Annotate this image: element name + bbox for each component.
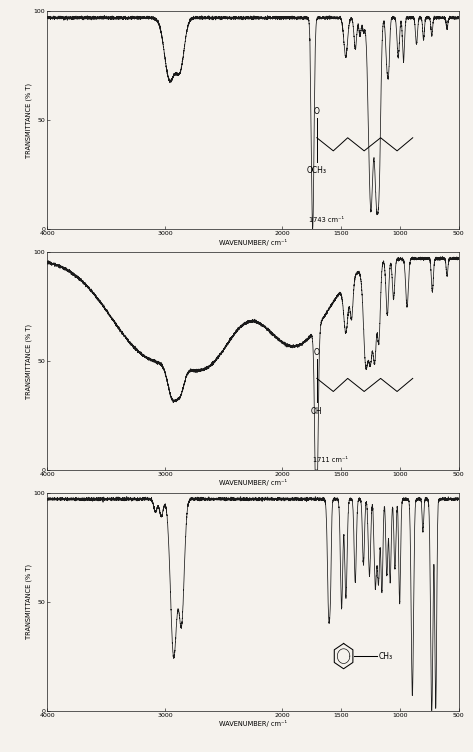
- X-axis label: WAVENUMBER/ cm⁻¹: WAVENUMBER/ cm⁻¹: [219, 238, 287, 245]
- Y-axis label: TRANSMITTANCE (% T): TRANSMITTANCE (% T): [25, 564, 32, 639]
- Y-axis label: TRANSMITTANCE (% T): TRANSMITTANCE (% T): [25, 323, 32, 399]
- Text: 1711 cm⁻¹: 1711 cm⁻¹: [313, 457, 348, 463]
- Text: 1743 cm⁻¹: 1743 cm⁻¹: [309, 217, 344, 223]
- Text: OH: OH: [311, 407, 323, 416]
- Text: OCH₃: OCH₃: [307, 166, 327, 175]
- Y-axis label: TRANSMITTANCE (% T): TRANSMITTANCE (% T): [25, 83, 32, 158]
- X-axis label: WAVENUMBER/ cm⁻¹: WAVENUMBER/ cm⁻¹: [219, 720, 287, 726]
- Text: O: O: [314, 347, 320, 356]
- Text: CH₃: CH₃: [378, 652, 393, 660]
- X-axis label: WAVENUMBER/ cm⁻¹: WAVENUMBER/ cm⁻¹: [219, 479, 287, 486]
- Text: O: O: [314, 107, 320, 116]
